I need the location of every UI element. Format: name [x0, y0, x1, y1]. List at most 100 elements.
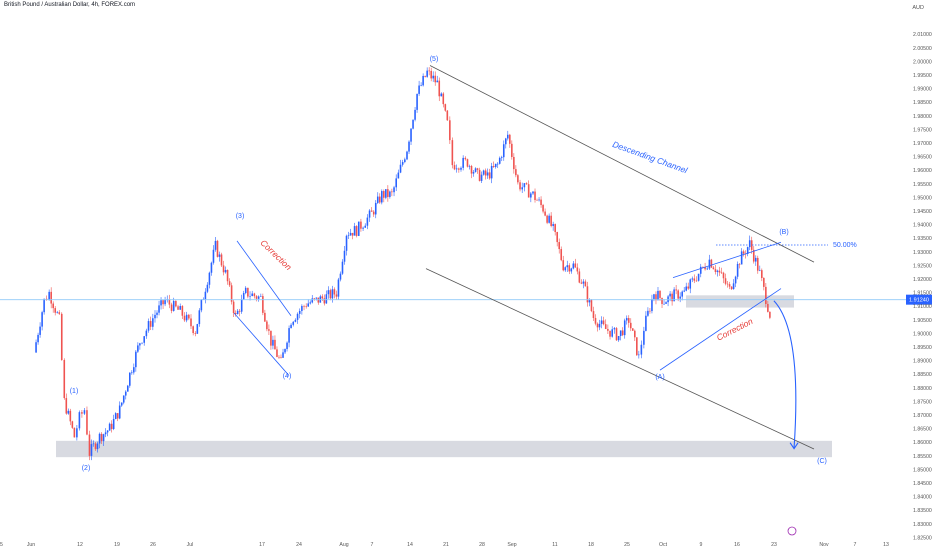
- x-tick-label: 28: [479, 542, 485, 548]
- candle-body: [546, 215, 548, 223]
- candle-body: [651, 299, 653, 312]
- candle-body: [596, 323, 599, 328]
- candle-body: [257, 296, 260, 299]
- y-tick-label: 2.01000: [913, 32, 932, 38]
- candle-body: [590, 300, 593, 312]
- candle-body: [647, 310, 649, 316]
- candle-body: [185, 314, 188, 321]
- candle-body: [286, 342, 288, 350]
- candle-body: [347, 235, 350, 236]
- y-tick-label: 1.98500: [913, 100, 932, 106]
- candle-body: [52, 303, 54, 309]
- candle-body: [220, 254, 223, 266]
- candle-body: [455, 168, 458, 170]
- y-tick-label: 1.90000: [913, 331, 932, 337]
- x-tick-label: Aug: [339, 542, 348, 548]
- candle-body: [765, 286, 767, 304]
- candle-body: [385, 189, 387, 198]
- candle-body: [179, 306, 181, 310]
- candle-body: [190, 318, 192, 327]
- candle-body: [216, 240, 219, 257]
- x-tick-label: 9: [700, 542, 703, 548]
- candle-body: [110, 423, 113, 430]
- candle-body: [659, 290, 661, 298]
- candle-body: [183, 315, 186, 321]
- candle-body: [752, 249, 755, 262]
- candle-body: [669, 293, 671, 297]
- candle-body: [576, 267, 579, 272]
- wave-label: (A): [655, 374, 664, 381]
- candle-body: [343, 250, 346, 262]
- candle-body: [378, 196, 381, 203]
- candle-body: [756, 257, 759, 271]
- candle-body: [349, 232, 352, 236]
- candle-body: [527, 184, 530, 198]
- candle-body: [611, 329, 613, 337]
- y-tick-label: 1.94500: [913, 209, 932, 215]
- candle-body: [58, 312, 61, 314]
- candle-body: [681, 291, 683, 297]
- x-tick-label: 11: [552, 542, 557, 548]
- candle-body: [720, 272, 723, 274]
- candle-body: [65, 398, 68, 414]
- candle-body: [534, 191, 536, 200]
- candle-body: [389, 191, 391, 197]
- y-tick-label: 1.95000: [913, 195, 932, 201]
- candle-body: [78, 412, 81, 429]
- candle-body: [530, 193, 532, 198]
- candle-body: [748, 240, 751, 248]
- candle-body: [742, 251, 745, 254]
- candle-body: [341, 261, 344, 274]
- candle-body: [168, 299, 171, 305]
- candle-body: [198, 310, 201, 325]
- candle-body: [366, 217, 369, 226]
- candle-body: [307, 303, 310, 307]
- projection-arrowhead: [789, 442, 799, 450]
- candle-body: [615, 328, 618, 341]
- candle-body: [631, 328, 634, 331]
- x-tick-label: Sep: [507, 542, 516, 548]
- candle-body: [645, 315, 647, 331]
- candle-body: [86, 410, 88, 435]
- projection-arrow: [773, 300, 797, 448]
- candle-body: [222, 265, 225, 273]
- candle-body: [716, 270, 719, 272]
- y-tick-label: 1.87000: [913, 413, 932, 419]
- candle-body: [56, 312, 59, 313]
- candle-body: [351, 232, 354, 236]
- candle-body: [600, 320, 603, 324]
- candle-body: [270, 330, 272, 346]
- candle-body: [436, 80, 439, 83]
- candle-body: [200, 299, 203, 311]
- candle-body: [726, 283, 729, 285]
- candle-body: [264, 312, 266, 322]
- y-tick-label: 1.94000: [913, 223, 932, 229]
- candle-body: [750, 240, 753, 250]
- candle-body: [426, 70, 428, 77]
- candle-body: [769, 311, 771, 318]
- candle-body: [490, 166, 493, 179]
- candle-body: [43, 298, 45, 313]
- candle-body: [212, 249, 215, 263]
- candle-body: [399, 164, 402, 173]
- candle-body: [228, 281, 231, 286]
- wave-label: (3): [236, 213, 245, 220]
- candle-body: [754, 257, 757, 262]
- candle-body: [578, 271, 581, 283]
- x-tick-label: 26: [150, 542, 156, 548]
- candle-body: [480, 174, 483, 181]
- candle-body: [625, 318, 628, 321]
- candle-body: [634, 330, 636, 338]
- candle-body: [323, 298, 326, 304]
- candle-body: [272, 339, 274, 346]
- candle-body: [699, 266, 702, 274]
- y-tick-label: 1.89500: [913, 345, 932, 351]
- candle-body: [580, 282, 583, 284]
- candle-body: [548, 215, 550, 223]
- y-tick-label: 1.85500: [913, 454, 932, 460]
- x-tick-label: 16: [734, 542, 740, 548]
- candle-body: [730, 286, 733, 290]
- candle-body: [372, 211, 375, 215]
- candle-body: [761, 270, 763, 279]
